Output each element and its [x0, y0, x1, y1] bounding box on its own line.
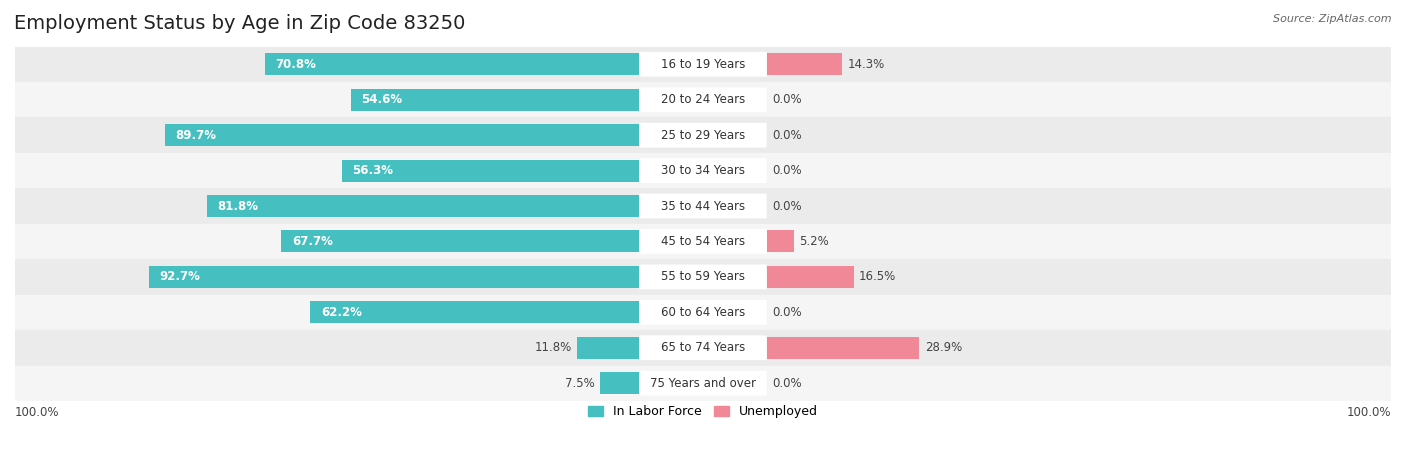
FancyBboxPatch shape — [640, 336, 766, 360]
Bar — [766, 53, 842, 75]
Text: 62.2%: 62.2% — [321, 306, 361, 319]
FancyBboxPatch shape — [640, 87, 766, 112]
FancyBboxPatch shape — [640, 193, 766, 218]
Text: 89.7%: 89.7% — [176, 129, 217, 142]
Bar — [149, 266, 640, 288]
Text: 25 to 29 Years: 25 to 29 Years — [661, 129, 745, 142]
Text: 0.0%: 0.0% — [772, 306, 801, 319]
Legend: In Labor Force, Unemployed: In Labor Force, Unemployed — [583, 400, 823, 423]
Text: 14.3%: 14.3% — [848, 58, 884, 71]
FancyBboxPatch shape — [640, 229, 766, 254]
Text: 0.0%: 0.0% — [772, 377, 801, 390]
Text: 35 to 44 Years: 35 to 44 Years — [661, 199, 745, 212]
Bar — [15, 224, 1391, 259]
Bar — [15, 365, 1391, 401]
Bar — [15, 46, 1391, 82]
Bar — [15, 295, 1391, 330]
Bar — [342, 160, 640, 182]
Bar — [766, 230, 794, 253]
Text: 30 to 34 Years: 30 to 34 Years — [661, 164, 745, 177]
Text: 45 to 54 Years: 45 to 54 Years — [661, 235, 745, 248]
Text: 65 to 74 Years: 65 to 74 Years — [661, 341, 745, 354]
Text: 11.8%: 11.8% — [534, 341, 572, 354]
Bar — [600, 372, 640, 394]
Text: Source: ZipAtlas.com: Source: ZipAtlas.com — [1274, 14, 1392, 23]
FancyBboxPatch shape — [640, 300, 766, 325]
FancyBboxPatch shape — [640, 264, 766, 289]
Bar — [15, 153, 1391, 189]
Text: 75 Years and over: 75 Years and over — [650, 377, 756, 390]
Text: Employment Status by Age in Zip Code 83250: Employment Status by Age in Zip Code 832… — [14, 14, 465, 32]
Text: 16.5%: 16.5% — [859, 271, 897, 283]
Bar — [576, 337, 640, 359]
Text: 70.8%: 70.8% — [276, 58, 316, 71]
Text: 20 to 24 Years: 20 to 24 Years — [661, 93, 745, 106]
Text: 100.0%: 100.0% — [15, 406, 59, 419]
Text: 100.0%: 100.0% — [1347, 406, 1391, 419]
Text: 67.7%: 67.7% — [292, 235, 333, 248]
Text: 81.8%: 81.8% — [217, 199, 259, 212]
Bar — [264, 53, 640, 75]
Text: 0.0%: 0.0% — [772, 93, 801, 106]
Text: 60 to 64 Years: 60 to 64 Years — [661, 306, 745, 319]
FancyBboxPatch shape — [640, 371, 766, 396]
FancyBboxPatch shape — [640, 158, 766, 183]
FancyBboxPatch shape — [640, 123, 766, 147]
Text: 54.6%: 54.6% — [361, 93, 402, 106]
Bar — [207, 195, 640, 217]
FancyBboxPatch shape — [640, 52, 766, 77]
Bar — [766, 266, 853, 288]
Text: 5.2%: 5.2% — [800, 235, 830, 248]
Bar — [281, 230, 640, 253]
Text: 7.5%: 7.5% — [565, 377, 595, 390]
Text: 92.7%: 92.7% — [159, 271, 200, 283]
Bar — [15, 82, 1391, 117]
Text: 0.0%: 0.0% — [772, 199, 801, 212]
Text: 28.9%: 28.9% — [925, 341, 962, 354]
Bar — [15, 117, 1391, 153]
Text: 55 to 59 Years: 55 to 59 Years — [661, 271, 745, 283]
Bar — [766, 337, 920, 359]
Text: 0.0%: 0.0% — [772, 129, 801, 142]
Bar — [15, 189, 1391, 224]
Bar — [350, 89, 640, 110]
Text: 56.3%: 56.3% — [352, 164, 394, 177]
Bar — [15, 330, 1391, 365]
Text: 0.0%: 0.0% — [772, 164, 801, 177]
Bar — [165, 124, 640, 146]
Text: 16 to 19 Years: 16 to 19 Years — [661, 58, 745, 71]
Bar — [311, 301, 640, 323]
Bar — [15, 259, 1391, 295]
